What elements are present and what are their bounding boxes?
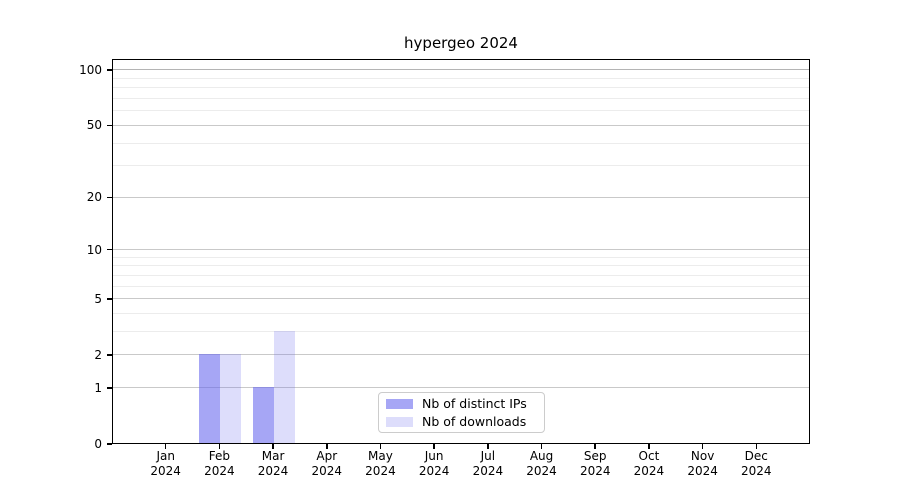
y-tick-label: 50	[86, 118, 102, 133]
bar-distinct-ips	[199, 354, 221, 444]
x-tick-label-line: Mar	[261, 449, 285, 463]
bar-downloads	[274, 331, 296, 444]
gridline-minor	[113, 265, 809, 267]
x-tick-label: Dec 2024	[724, 449, 788, 479]
y-tick-label: 10	[86, 242, 102, 257]
y-tick-label: 2	[94, 347, 102, 362]
gridline-major	[113, 249, 809, 251]
gridline-major	[113, 196, 809, 198]
x-tick-label: May 2024	[348, 449, 412, 479]
legend: Nb of distinct IPs Nb of downloads	[378, 392, 545, 433]
x-tick-label-line: 2024	[365, 464, 396, 478]
y-tick-label: 100	[79, 62, 102, 77]
gridline-major	[113, 387, 809, 389]
x-tick-label: Jul 2024	[456, 449, 520, 479]
y-tick	[106, 443, 112, 445]
gridline-minor	[113, 331, 809, 333]
chart-title: hypergeo 2024	[404, 34, 518, 52]
x-tick-label: Sep 2024	[563, 449, 627, 479]
x-tick-label: Nov 2024	[671, 449, 735, 479]
x-tick-label-line: 2024	[150, 464, 181, 478]
x-tick	[594, 444, 596, 449]
x-tick-label-line: 2024	[741, 464, 772, 478]
x-tick-label-line: 2024	[418, 464, 450, 478]
x-tick-label-line: Jul	[480, 449, 496, 463]
x-tick	[648, 444, 650, 449]
plot-area	[112, 59, 810, 444]
legend-label-distinct-ips: Nb of distinct IPs	[422, 396, 527, 411]
x-tick-label-line: May	[368, 449, 393, 463]
x-tick	[755, 444, 758, 449]
x-tick	[326, 444, 328, 449]
x-tick-label-line: 2024	[204, 464, 235, 478]
legend-row-downloads: Nb of downloads	[386, 414, 536, 430]
x-tick-label-line: 2024	[633, 464, 665, 478]
gridline-major	[113, 69, 809, 71]
y-tick	[106, 387, 112, 389]
x-tick	[272, 444, 274, 449]
gridline-minor	[113, 313, 809, 315]
x-tick-label-line: Feb	[208, 449, 230, 463]
x-tick-label-line: 2024	[579, 464, 611, 478]
x-tick-label: Jan 2024	[134, 449, 198, 479]
gridline-minor	[113, 274, 809, 276]
y-tick	[106, 124, 112, 127]
bar-distinct-ips	[253, 387, 275, 444]
gridline-minor	[113, 285, 809, 287]
x-tick-label-line: 2024	[526, 464, 557, 478]
x-tick	[540, 444, 543, 449]
legend-swatch-distinct-ips	[386, 398, 413, 409]
y-tick	[106, 298, 112, 300]
x-tick-label-line: 2024	[687, 464, 718, 478]
bar-downloads	[220, 354, 242, 444]
y-tick-label: 5	[94, 291, 102, 306]
x-tick-label-line: Apr	[316, 449, 338, 463]
y-tick-label: 0	[94, 437, 102, 451]
x-tick-label-line: Oct	[638, 449, 660, 463]
gridline-major	[113, 298, 809, 300]
gridline-minor	[113, 87, 809, 89]
x-tick	[701, 444, 704, 449]
y-tick	[106, 196, 112, 199]
x-tick-label: Apr 2024	[295, 449, 359, 479]
gridline-minor	[113, 142, 809, 144]
x-tick-label-line: 2024	[472, 464, 504, 478]
x-tick-label: Feb 2024	[187, 449, 251, 479]
x-tick-label-line: Jan	[156, 449, 175, 463]
x-tick	[487, 444, 489, 449]
y-tick	[106, 354, 112, 356]
gridline-minor	[113, 77, 809, 79]
x-tick	[218, 444, 221, 449]
legend-label-downloads: Nb of downloads	[422, 414, 527, 429]
x-tick	[379, 444, 382, 449]
gridline-minor	[113, 256, 809, 258]
x-tick	[433, 444, 435, 449]
x-tick-label-line: Jun	[424, 449, 444, 463]
x-tick-label-line: 2024	[257, 464, 289, 478]
gridline-minor	[113, 110, 809, 112]
y-tick-label: 20	[86, 190, 102, 205]
x-tick	[164, 444, 167, 449]
y-tick	[106, 69, 112, 71]
x-tick-label: Oct 2024	[617, 449, 681, 479]
x-tick-label-line: 2024	[311, 464, 343, 478]
gridline-major	[113, 124, 809, 126]
legend-row-distinct-ips: Nb of distinct IPs	[386, 396, 536, 412]
legend-swatch-downloads	[386, 416, 413, 427]
gridline-major	[113, 354, 809, 356]
x-tick-label-line: Sep	[583, 449, 607, 463]
x-tick-label-line: Aug	[529, 449, 554, 463]
x-tick-label-line: Nov	[690, 449, 715, 463]
x-tick-label: Mar 2024	[241, 449, 305, 479]
y-tick-label: 1	[94, 380, 102, 395]
gridline-minor	[113, 98, 809, 100]
x-tick-label: Jun 2024	[402, 449, 466, 479]
y-tick	[106, 248, 112, 251]
x-tick-label: Aug 2024	[510, 449, 574, 479]
x-tick-label-line: Dec	[744, 449, 768, 463]
gridline-minor	[113, 165, 809, 167]
